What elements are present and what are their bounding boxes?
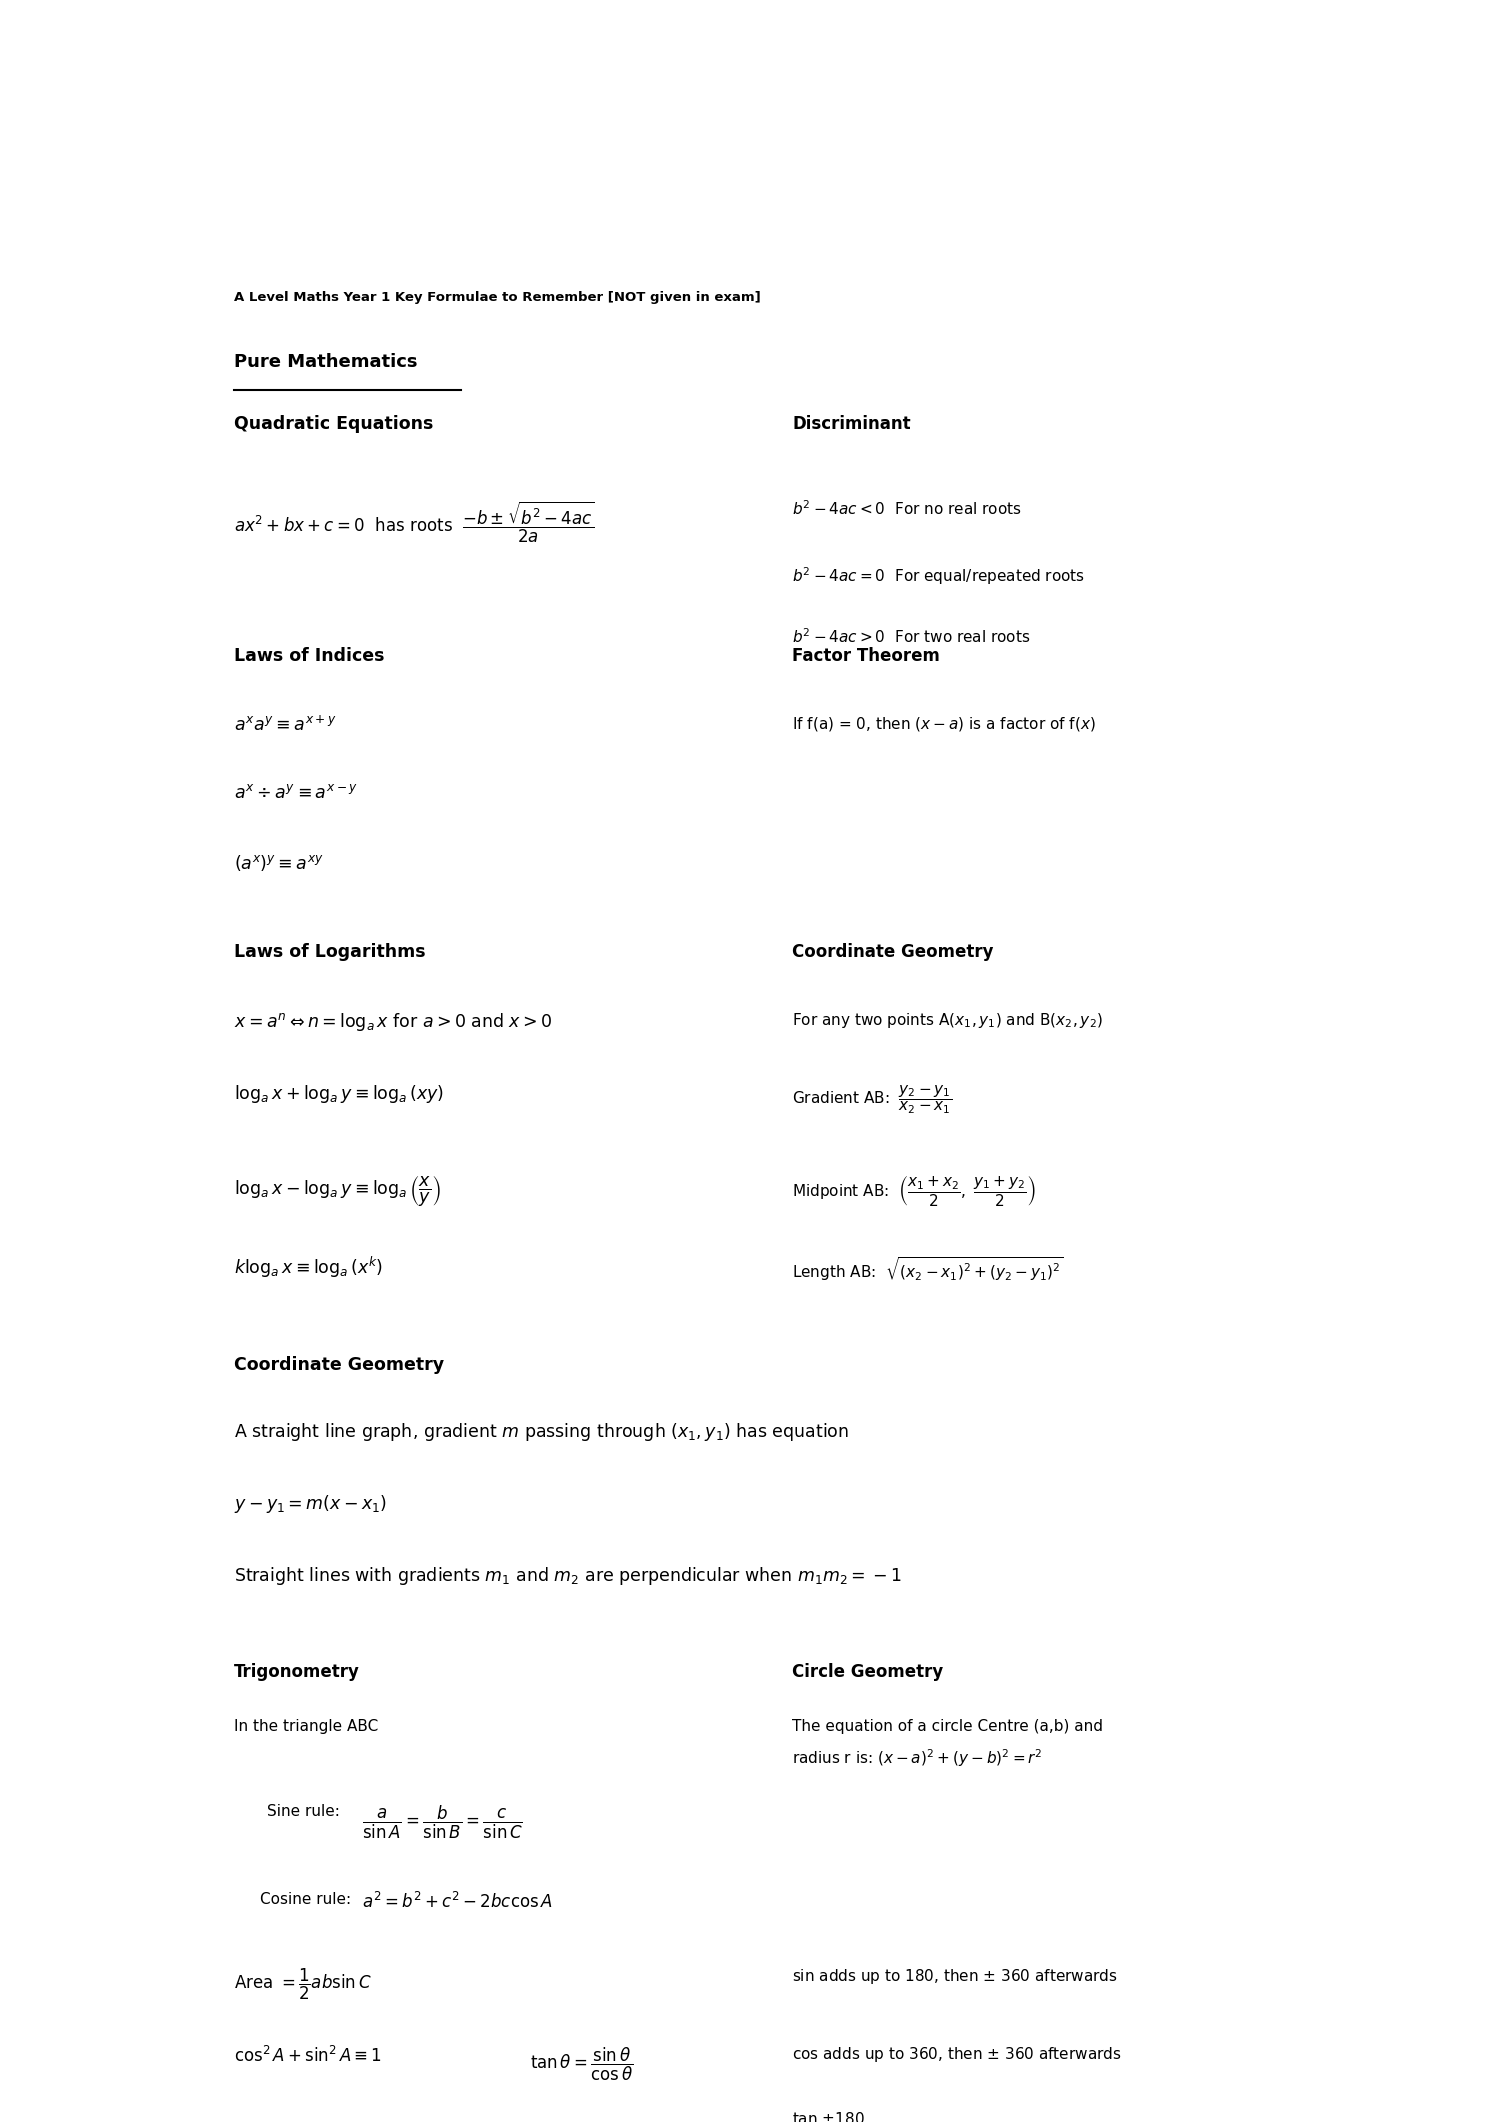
Text: Discriminant: Discriminant	[792, 414, 910, 433]
Text: Coordinate Geometry: Coordinate Geometry	[234, 1356, 444, 1373]
Text: $\cos^2 A + \sin^2 A \equiv 1$: $\cos^2 A + \sin^2 A \equiv 1$	[234, 2046, 382, 2065]
Text: $b^2 - 4ac = 0$  For equal/repeated roots: $b^2 - 4ac = 0$ For equal/repeated roots	[792, 564, 1084, 588]
Text: The equation of a circle Centre (a,b) and
radius r is: $(x - a)^2 + (y - b)^2 = : The equation of a circle Centre (a,b) an…	[792, 1719, 1102, 1770]
Text: Length AB:  $\sqrt{(x_2-x_1)^2 + (y_2-y_1)^2}$: Length AB: $\sqrt{(x_2-x_1)^2 + (y_2-y_1…	[792, 1254, 1064, 1282]
Text: tan $\pm$180: tan $\pm$180	[792, 2111, 864, 2122]
Text: Laws of Logarithms: Laws of Logarithms	[234, 942, 426, 961]
Text: $x = a^n \Leftrightarrow n = \log_a x$ for $a > 0$ and $x > 0$: $x = a^n \Leftrightarrow n = \log_a x$ f…	[234, 1012, 552, 1033]
Text: Midpoint AB:  $\left(\dfrac{x_1+x_2}{2},\ \dfrac{y_1+y_2}{2}\right)$: Midpoint AB: $\left(\dfrac{x_1+x_2}{2},\…	[792, 1173, 1036, 1207]
Text: Straight lines with gradients $m_1$ and $m_2$ are perpendicular when $m_1 m_2 = : Straight lines with gradients $m_1$ and …	[234, 1566, 901, 1587]
Text: Quadratic Equations: Quadratic Equations	[234, 414, 434, 433]
Text: Laws of Indices: Laws of Indices	[234, 647, 384, 664]
Text: A Level Maths Year 1 Key Formulae to Remember [NOT given in exam]: A Level Maths Year 1 Key Formulae to Rem…	[234, 291, 760, 303]
Text: $\log_a x - \log_a y \equiv \log_a \left(\dfrac{x}{y}\right)$: $\log_a x - \log_a y \equiv \log_a \left…	[234, 1173, 441, 1207]
Text: Sine rule:: Sine rule:	[267, 1804, 339, 1819]
Text: In the triangle ABC: In the triangle ABC	[234, 1719, 378, 1734]
Text: Pure Mathematics: Pure Mathematics	[234, 352, 417, 371]
Text: Circle Geometry: Circle Geometry	[792, 1664, 944, 1681]
Text: If f(a) = 0, then $(x - a)$ is a factor of f$(x)$: If f(a) = 0, then $(x - a)$ is a factor …	[792, 715, 1096, 734]
Text: Factor Theorem: Factor Theorem	[792, 647, 940, 664]
Text: Trigonometry: Trigonometry	[234, 1664, 360, 1681]
Text: Coordinate Geometry: Coordinate Geometry	[792, 942, 993, 961]
Text: $a^x \div a^y \equiv a^{x-y}$: $a^x \div a^y \equiv a^{x-y}$	[234, 783, 358, 802]
Text: For any two points A$(x_1, y_1)$ and B$(x_2, y_2)$: For any two points A$(x_1, y_1)$ and B$(…	[792, 1012, 1102, 1029]
Text: sin adds up to 180, then $\pm$ 360 afterwards: sin adds up to 180, then $\pm$ 360 after…	[792, 1967, 1118, 1986]
Text: $a^2 = b^2 + c^2 - 2bc\cos A$: $a^2 = b^2 + c^2 - 2bc\cos A$	[362, 1893, 554, 1912]
Text: Cosine rule:: Cosine rule:	[260, 1893, 351, 1908]
Text: $k \log_a x \equiv \log_a (x^k)$: $k \log_a x \equiv \log_a (x^k)$	[234, 1254, 382, 1280]
Text: cos adds up to 360, then $\pm$ 360 afterwards: cos adds up to 360, then $\pm$ 360 after…	[792, 2046, 1122, 2065]
Text: $\dfrac{a}{\sin A} = \dfrac{b}{\sin B} = \dfrac{c}{\sin C}$: $\dfrac{a}{\sin A} = \dfrac{b}{\sin B} =…	[362, 1804, 524, 1840]
Text: $b^2 - 4ac < 0$  For no real roots: $b^2 - 4ac < 0$ For no real roots	[792, 501, 1022, 518]
Text: $ax^2 + bx + c = 0$  has roots  $\dfrac{-b \pm \sqrt{b^2 - 4ac}}{2a}$: $ax^2 + bx + c = 0$ has roots $\dfrac{-b…	[234, 501, 596, 545]
Text: $(a^x)^y \equiv a^{xy}$: $(a^x)^y \equiv a^{xy}$	[234, 853, 324, 872]
Text: Area $= \dfrac{1}{2}ab\sin C$: Area $= \dfrac{1}{2}ab\sin C$	[234, 1967, 372, 2003]
Text: $a^x a^y \equiv a^{x+y}$: $a^x a^y \equiv a^{x+y}$	[234, 715, 336, 734]
Text: $b^2 - 4ac > 0$  For two real roots: $b^2 - 4ac > 0$ For two real roots	[792, 628, 1030, 645]
Text: Gradient AB:  $\dfrac{y_2 - y_1}{x_2 - x_1}$: Gradient AB: $\dfrac{y_2 - y_1}{x_2 - x_…	[792, 1082, 952, 1116]
Text: $\log_a x + \log_a y \equiv \log_a (xy)$: $\log_a x + \log_a y \equiv \log_a (xy)$	[234, 1082, 444, 1106]
Text: $y - y_1 = m(x - x_1)$: $y - y_1 = m(x - x_1)$	[234, 1494, 387, 1515]
Text: $\tan \theta = \dfrac{\sin\theta}{\cos\theta}$: $\tan \theta = \dfrac{\sin\theta}{\cos\t…	[531, 2046, 634, 2082]
Text: A straight line graph, gradient $m$ passing through $(x_1, y_1)$ has equation: A straight line graph, gradient $m$ pass…	[234, 1422, 849, 1443]
